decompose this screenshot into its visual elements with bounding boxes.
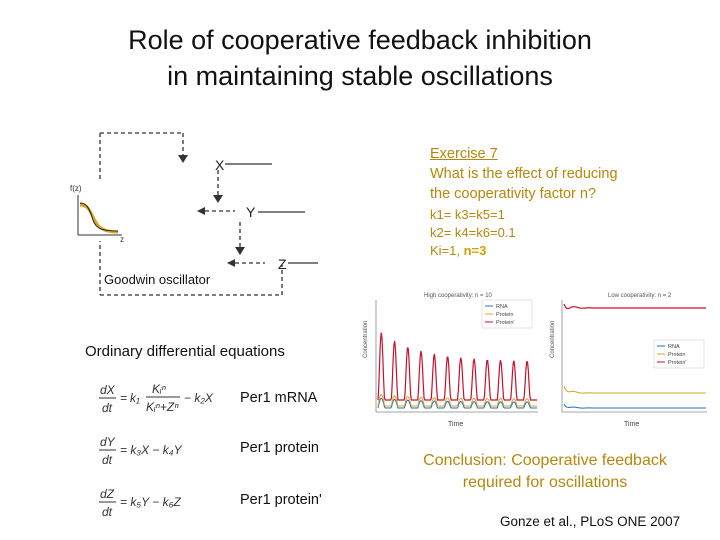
svg-text:dt: dt xyxy=(102,401,113,415)
param-ki-n: Ki=1, n=3 xyxy=(430,242,618,260)
series-protein-prime-left xyxy=(378,333,537,400)
legend-left-protein-prime: Protein' xyxy=(496,320,514,326)
eq-label-protein-prime: Per1 protein' xyxy=(240,492,322,508)
svg-text:dt: dt xyxy=(102,505,113,519)
node-z: Z xyxy=(278,256,287,272)
equation-protein: dY dt = k₃X − k₄Y xyxy=(96,432,226,472)
conclusion-line-2: required for oscillations xyxy=(395,472,695,494)
series-protein-right xyxy=(564,386,706,393)
node-x: X xyxy=(215,157,225,173)
series-protein-prime-right xyxy=(564,304,706,309)
legend-left-rna: RNA xyxy=(496,304,508,310)
svg-text:− k₂X: − k₂X xyxy=(184,391,214,405)
series-rna-right xyxy=(564,404,706,408)
svg-text:dt: dt xyxy=(102,453,113,467)
exercise-box: Exercise 7 What is the effect of reducin… xyxy=(430,144,618,260)
legend-right-protein: Protein xyxy=(668,352,685,358)
plot-right-ylabel: Concentration xyxy=(550,321,556,358)
diagram-caption: Goodwin oscillator xyxy=(104,272,210,287)
plot-low-cooperativity: Low cooperativity: n = 2 Concentration T… xyxy=(550,293,707,428)
legend-right-protein-prime: Protein' xyxy=(668,360,686,366)
equation-protein-prime: dZ dt = k₅Y − k₆Z xyxy=(96,484,226,524)
plot-left-ylabel: Concentration xyxy=(363,321,369,358)
legend-left: RNA Protein Protein' xyxy=(482,300,532,328)
citation: Gonze et al., PLoS ONE 2007 xyxy=(500,514,680,529)
plot-left-title: High cooperativity: n = 10 xyxy=(424,293,493,299)
legend-right-rna: RNA xyxy=(668,344,680,350)
simulation-plots: High cooperativity: n = 10 Concentration… xyxy=(362,288,714,430)
svg-text:dZ: dZ xyxy=(100,487,115,501)
node-y: Y xyxy=(246,204,256,220)
conclusion: Conclusion: Cooperative feedback require… xyxy=(395,450,695,494)
equation-mrna: dX dt = k₁ Kᵢⁿ Kᵢⁿ+Zⁿ − k₂X xyxy=(96,380,226,420)
svg-text:dY: dY xyxy=(100,435,116,449)
slide-title: Role of cooperative feedback inhibition … xyxy=(0,22,720,94)
plot-right-xlabel: Time xyxy=(624,421,639,428)
param-k246: k2= k4=k6=0.1 xyxy=(430,224,618,242)
svg-text:Kᵢⁿ+Zⁿ: Kᵢⁿ+Zⁿ xyxy=(146,400,179,414)
svg-text:dX: dX xyxy=(100,383,116,397)
svg-text:k₁: k₁ xyxy=(130,391,140,405)
title-line-2: in maintaining stable oscillations xyxy=(0,58,720,94)
eq-label-protein: Per1 protein xyxy=(240,440,319,456)
svg-text:Kᵢⁿ: Kᵢⁿ xyxy=(152,382,166,396)
svg-text:=: = xyxy=(120,391,127,405)
eq-label-mrna: Per1 mRNA xyxy=(240,390,317,406)
plot-right-title: Low cooperativity: n = 2 xyxy=(608,293,672,299)
exercise-question-2: the cooperativity factor n? xyxy=(430,184,618,204)
hill-function-inset: f(z) z xyxy=(68,181,128,244)
inset-y-label: f(z) xyxy=(70,184,82,193)
plot-left-xlabel: Time xyxy=(448,421,463,428)
ode-heading: Ordinary differential equations xyxy=(85,343,285,360)
legend-left-protein: Protein xyxy=(496,312,513,318)
param-k135: k1= k3=k5=1 xyxy=(430,206,618,224)
title-line-1: Role of cooperative feedback inhibition xyxy=(0,22,720,58)
param-n: n=3 xyxy=(464,243,487,258)
legend-right: RNA Protein Protein' xyxy=(654,340,704,368)
inset-x-label: z xyxy=(120,235,124,244)
svg-text:= k₅Y − k₆Z: = k₅Y − k₆Z xyxy=(120,495,181,509)
conclusion-line-1: Conclusion: Cooperative feedback xyxy=(395,450,695,472)
param-ki: Ki=1, xyxy=(430,243,464,258)
exercise-question-1: What is the effect of reducing xyxy=(430,164,618,184)
exercise-heading: Exercise 7 xyxy=(430,144,618,164)
plot-high-cooperativity: High cooperativity: n = 10 Concentration… xyxy=(363,293,538,428)
svg-text:= k₃X − k₄Y: = k₃X − k₄Y xyxy=(120,443,183,457)
